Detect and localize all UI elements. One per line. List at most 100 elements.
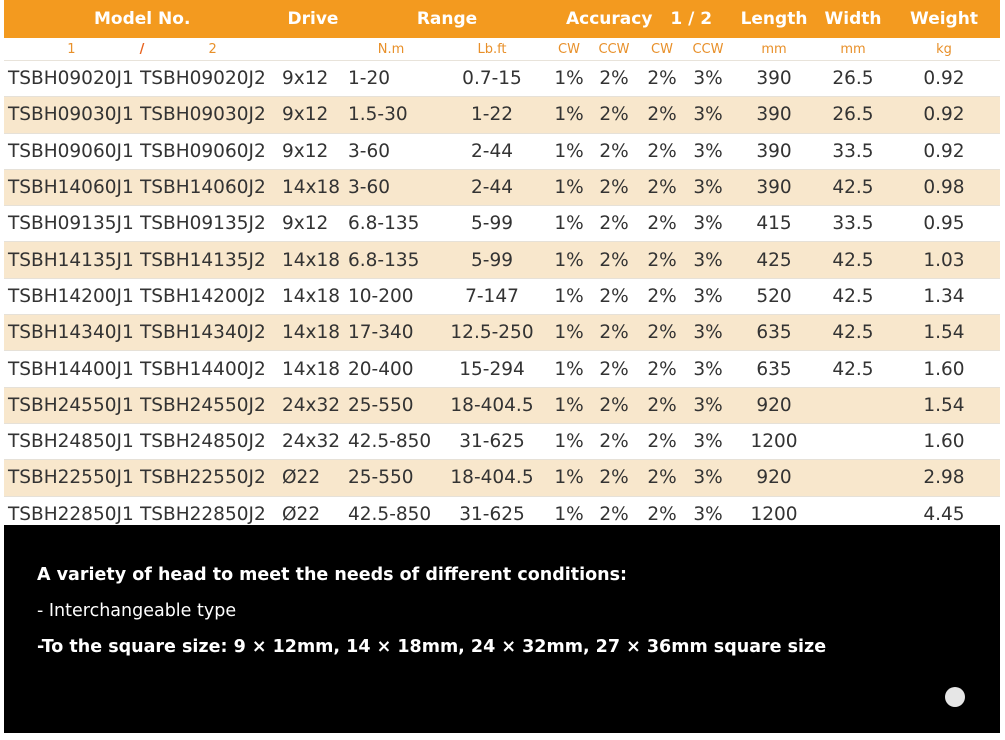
model-2-cell: TSBH09030J2 — [140, 96, 280, 134]
model-2-cell: TSBH09135J2 — [140, 205, 280, 243]
weight-cell: 0.95 — [888, 205, 1000, 243]
weight-cell: 1.54 — [888, 387, 1000, 424]
weight-cell: 2.98 — [888, 459, 1000, 497]
accuracy-cw1-cell: 1% — [548, 423, 590, 461]
model-1-cell: TSBH09020J1 — [4, 60, 140, 98]
accuracy-ccw1-cell: 2% — [590, 278, 638, 316]
model-2-cell: TSBH22550J2 — [140, 459, 280, 497]
accuracy-cw1-cell: 1% — [548, 278, 590, 316]
ccw1-label: CCW — [590, 38, 638, 61]
range-lbft-cell: 5-99 — [436, 205, 548, 243]
drive-header: Drive — [280, 0, 346, 38]
model-2-cell: TSBH24550J2 — [140, 387, 280, 424]
accuracy-cw1-cell: 1% — [548, 133, 590, 170]
accuracy-ccw1-cell: 2% — [590, 387, 638, 424]
accuracy-cw2-cell: 2% — [638, 205, 686, 243]
width-cell — [818, 423, 888, 461]
nm-unit: N.m — [346, 38, 436, 61]
accuracy-ccw1-cell: 2% — [590, 423, 638, 461]
accuracy-ccw2-cell: 3% — [686, 459, 730, 497]
accuracy-ccw1-cell: 2% — [590, 459, 638, 497]
width-cell: 42.5 — [818, 350, 888, 388]
length-cell: 920 — [730, 387, 818, 424]
accuracy-ccw2-cell: 3% — [686, 241, 730, 279]
accuracy-ccw2-cell: 3% — [686, 133, 730, 170]
weight-cell: 1.60 — [888, 423, 1000, 461]
weight-cell: 0.92 — [888, 60, 1000, 98]
width-cell: 33.5 — [818, 205, 888, 243]
range-lbft-cell: 0.7-15 — [436, 60, 548, 98]
model-2-cell: TSBH14340J2 — [140, 314, 280, 352]
weight-cell: 0.92 — [888, 96, 1000, 134]
range-nm-cell: 10-200 — [346, 278, 436, 316]
accuracy-cw2-cell: 2% — [638, 133, 686, 170]
table-row: TSBH14060J1 TSBH14060J2 14x18 3-60 2-44 1% 2% 2… — [4, 169, 1000, 207]
model-sub-1: 1 — [67, 41, 76, 57]
cw1-label: CW — [548, 38, 590, 61]
accuracy-cw2-cell: 2% — [638, 96, 686, 134]
range-nm-cell: 1.5-30 — [346, 96, 436, 134]
model-2-cell: TSBH09020J2 — [140, 60, 280, 98]
range-lbft-cell: 2-44 — [436, 133, 548, 170]
accuracy-ccw1-cell: 2% — [590, 241, 638, 279]
width-cell: 42.5 — [818, 314, 888, 352]
model-1-cell: TSBH14135J1 — [4, 241, 140, 279]
length-cell: 390 — [730, 133, 818, 170]
length-cell: 425 — [730, 241, 818, 279]
accuracy-cw2-cell: 2% — [638, 60, 686, 98]
table-row: TSBH14135J1 TSBH14135J2 14x18 6.8-135 5-99 1%… — [4, 241, 1000, 279]
drive-cell: 9x12 — [280, 205, 346, 243]
accuracy-ccw2-cell: 3% — [686, 205, 730, 243]
model-1-cell: TSBH09030J1 — [4, 96, 140, 134]
accuracy-cw1-cell: 1% — [548, 60, 590, 98]
drive-subheader — [280, 38, 346, 61]
weight-cell: 0.98 — [888, 169, 1000, 207]
accuracy-ccw1-cell: 2% — [590, 96, 638, 134]
length-header: Length — [730, 0, 818, 38]
accuracy-ccw2-cell: 3% — [686, 96, 730, 134]
width-cell: 42.5 — [818, 169, 888, 207]
info-line-3: -To the square size: 9 × 12mm, 14 × 18mm… — [37, 637, 827, 657]
model-1-cell: TSBH24850J1 — [4, 423, 140, 461]
width-header: Width — [818, 0, 888, 38]
model-1-cell: TSBH14060J1 — [4, 169, 140, 207]
model-1-cell: TSBH09060J1 — [4, 133, 140, 170]
accuracy-cw1-cell: 1% — [548, 350, 590, 388]
drive-cell: 24x32 — [280, 423, 346, 461]
drive-cell: 14x18 — [280, 314, 346, 352]
accuracy-fraction: 1 / 2 — [670, 9, 713, 29]
range-nm-cell: 3-60 — [346, 169, 436, 207]
accuracy-ccw2-cell: 3% — [686, 350, 730, 388]
range-lbft-cell: 31-625 — [436, 423, 548, 461]
weight-cell: 1.54 — [888, 314, 1000, 352]
accuracy-ccw1-cell: 2% — [590, 60, 638, 98]
model-2-cell: TSBH24850J2 — [140, 423, 280, 461]
table-row: TSBH09030J1 TSBH09030J2 9x12 1.5-30 1-22 1% 2%… — [4, 96, 1000, 134]
model-1-cell: TSBH14340J1 — [4, 314, 140, 352]
model-sub-2: 2 — [208, 41, 217, 57]
model-2-cell: TSBH14135J2 — [140, 241, 280, 279]
weight-unit: kg — [888, 38, 1000, 61]
drive-cell: 14x18 — [280, 241, 346, 279]
range-nm-cell: 1-20 — [346, 60, 436, 98]
length-cell: 1200 — [730, 423, 818, 461]
ccw2-label: CCW — [686, 38, 730, 61]
length-cell: 390 — [730, 96, 818, 134]
accuracy-ccw1-cell: 2% — [590, 133, 638, 170]
table-row: TSBH14200J1 TSBH14200J2 14x18 10-200 7-147 1%… — [4, 278, 1000, 316]
table-row: TSBH09060J1 TSBH09060J2 9x12 3-60 2-44 1% 2% 2%… — [4, 133, 1000, 170]
range-lbft-cell: 7-147 — [436, 278, 548, 316]
model-1-cell: TSBH14400J1 — [4, 350, 140, 388]
length-cell: 635 — [730, 314, 818, 352]
length-cell: 415 — [730, 205, 818, 243]
table-row: TSBH14340J1 TSBH14340J2 14x18 17-340 12.5-25… — [4, 314, 1000, 352]
accuracy-cw2-cell: 2% — [638, 278, 686, 316]
cw2-label: CW — [638, 38, 686, 61]
info-line-1: A variety of head to meet the needs of d… — [37, 565, 627, 585]
header-row: Model No. Drive Range Accuracy 1 / 2 Len… — [4, 0, 1000, 38]
model-header: Model No. — [4, 0, 280, 38]
range-lbft-cell: 15-294 — [436, 350, 548, 388]
range-nm-cell: 17-340 — [346, 314, 436, 352]
range-nm-cell: 42.5-850 — [346, 423, 436, 461]
weight-cell: 1.03 — [888, 241, 1000, 279]
